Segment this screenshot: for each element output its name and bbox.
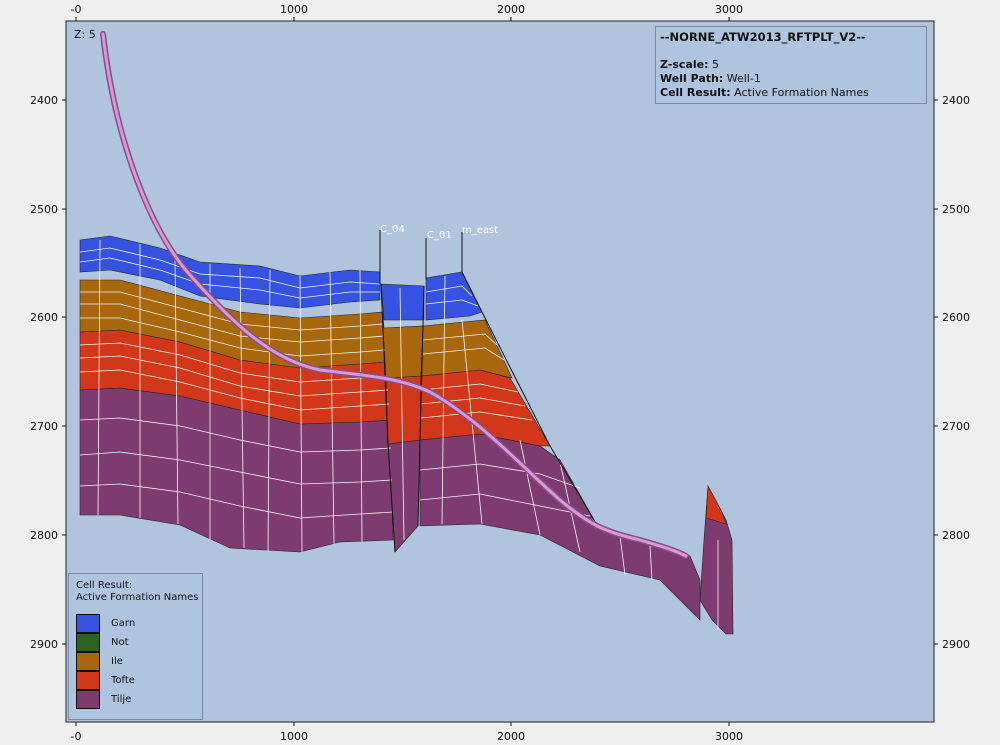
cellresult-row: Cell Result: Active Formation Names	[660, 86, 922, 99]
x-tick-label: -0	[71, 3, 82, 16]
z-scale-indicator: Z: 5	[74, 28, 96, 41]
x-tick-label: 1000	[280, 730, 308, 743]
y-tick-label: 2800	[30, 529, 58, 542]
y-tick-label: 2800	[942, 529, 970, 542]
legend-title: Cell Result: Active Formation Names	[76, 580, 198, 604]
legend-label: Garn	[111, 618, 136, 629]
wellpath-value: Well-1	[726, 72, 761, 85]
y-tick-label: 2600	[30, 311, 58, 324]
y-tick-label: 2500	[942, 203, 970, 216]
axis-ticks	[62, 17, 938, 726]
legend-swatch	[76, 690, 100, 709]
case-title: --NORNE_ATW2013_RFTPLT_V2--	[660, 30, 866, 44]
zscale-label: Z-scale:	[660, 58, 709, 71]
zscale-value: 5	[711, 58, 719, 71]
x-tick-label: 3000	[715, 730, 743, 743]
legend-item-not: Not	[76, 633, 196, 652]
legend-label: Tilje	[111, 694, 132, 705]
well-path[interactable]	[100, 31, 689, 559]
x-tick-labels-bottom: -0 1000 2000 3000	[71, 730, 743, 743]
y-tick-label: 2400	[30, 94, 58, 107]
y-tick-label: 2700	[942, 420, 970, 433]
y-tick-label: 2500	[30, 203, 58, 216]
legend-swatch	[76, 614, 100, 633]
y-tick-label: 2400	[942, 94, 970, 107]
legend-title-line2: Active Formation Names	[76, 592, 199, 603]
legend-swatch	[76, 671, 100, 690]
fault-label: m_east	[462, 225, 498, 236]
legend-label: Tofte	[111, 675, 135, 686]
legend-item-tilje: Tilje	[76, 690, 196, 709]
fault-lines	[379, 230, 601, 553]
y-tick-label: 2600	[942, 311, 970, 324]
legend-title-line1: Cell Result:	[76, 580, 133, 591]
y-tick-labels-right: 2400 2500 2600 2700 2800 2900	[942, 94, 970, 651]
fault-block-west	[79, 235, 394, 553]
legend-item-tofte: Tofte	[76, 671, 196, 690]
legend-item-ile: Ile	[76, 652, 196, 671]
cellresult-value: Active Formation Names	[734, 86, 869, 99]
x-tick-label: 1000	[280, 3, 308, 16]
cellresult-label: Cell Result:	[660, 86, 731, 99]
legend-item-garn: Garn	[76, 614, 196, 633]
info-box: --NORNE_ATW2013_RFTPLT_V2-- Z-scale: 5 W…	[655, 26, 927, 104]
legend-swatch	[76, 652, 100, 671]
legend-label: Ile	[111, 656, 123, 667]
wellpath-label: Well Path:	[660, 72, 724, 85]
x-tick-label: 2000	[497, 730, 525, 743]
legend-swatch	[76, 633, 100, 652]
zscale-row: Z-scale: 5	[660, 58, 922, 71]
fault-block-central	[380, 283, 425, 553]
x-tick-label: 3000	[715, 3, 743, 16]
wellpath-row: Well Path: Well-1	[660, 72, 922, 85]
x-tick-labels-top: -0 1000 2000 3000	[71, 3, 743, 16]
legend[interactable]: Cell Result: Active Formation Names Garn…	[68, 573, 203, 720]
y-tick-label: 2900	[942, 638, 970, 651]
x-tick-label: -0	[71, 730, 82, 743]
fault-block-far-east	[699, 484, 734, 635]
fault-label: C_01	[427, 230, 452, 241]
legend-label: Not	[111, 637, 129, 648]
x-tick-label: 2000	[497, 3, 525, 16]
y-tick-label: 2700	[30, 420, 58, 433]
fault-label: C_04	[380, 224, 405, 235]
y-tick-label: 2900	[30, 638, 58, 651]
y-tick-labels-left: 2400 2500 2600 2700 2800 2900	[30, 94, 58, 651]
